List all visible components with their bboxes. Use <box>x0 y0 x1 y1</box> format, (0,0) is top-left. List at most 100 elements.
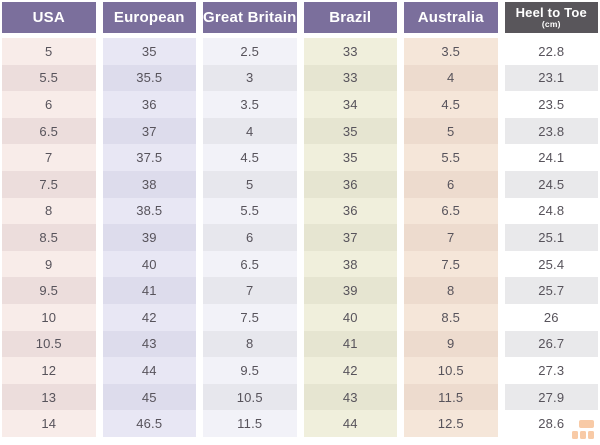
table-cell-usa: 14 <box>2 410 96 437</box>
column-header-brazil: Brazil <box>303 2 397 33</box>
column-header-great-britain: Great Britain <box>203 2 297 33</box>
table-cell-usa: 13 <box>2 383 96 411</box>
table-cell-australia: 7 <box>404 224 498 251</box>
table-cell-brazil: 38 <box>303 250 397 278</box>
watermark-square <box>572 431 578 439</box>
table-body: 5 35 2.5 33 3.5 22.8 5.5 35.5 3 33 4 23.1 6 36 3.5 34 4.… <box>2 38 598 437</box>
table-cell-australia: 5.5 <box>404 144 498 171</box>
table-cell-heel-to-toe: 23.1 <box>504 64 598 92</box>
table-cell-usa: 7.5 <box>2 170 96 198</box>
table-cell-european: 35.5 <box>102 64 196 92</box>
table-cell-european: 43 <box>102 330 196 358</box>
table-cell-usa: 6 <box>2 91 96 118</box>
table-cell-australia: 10.5 <box>404 357 498 384</box>
table-cell-australia: 6 <box>404 170 498 198</box>
column-header-label: Brazil <box>329 8 372 26</box>
table-cell-brazil: 33 <box>303 38 397 65</box>
watermark-square <box>580 431 586 439</box>
table-cell-great-britain: 11.5 <box>203 410 297 437</box>
table-cell-brazil: 35 <box>303 144 397 171</box>
table-cell-brazil: 41 <box>303 330 397 358</box>
table-cell-heel-to-toe: 26 <box>504 303 598 331</box>
column-header-label: USA <box>32 8 65 26</box>
column-header-label: Heel to Toe <box>515 4 587 20</box>
table-cell-european: 38.5 <box>102 197 196 225</box>
table-cell-australia: 6.5 <box>404 197 498 225</box>
column-header-usa: USA <box>2 2 96 33</box>
table-cell-brazil: 33 <box>303 64 397 92</box>
table-cell-usa: 5 <box>2 38 96 65</box>
table-cell-heel-to-toe: 25.4 <box>504 250 598 278</box>
table-cell-heel-to-toe: 25.7 <box>504 277 598 304</box>
table-cell-heel-to-toe: 23.5 <box>504 91 598 118</box>
table-cell-great-britain: 5.5 <box>203 197 297 225</box>
table-cell-heel-to-toe: 24.1 <box>504 144 598 171</box>
table-cell-brazil: 35 <box>303 117 397 145</box>
table-cell-usa: 7 <box>2 144 96 171</box>
table-cell-european: 45 <box>102 383 196 411</box>
table-cell-australia: 8.5 <box>404 303 498 331</box>
table-cell-usa: 6.5 <box>2 117 96 145</box>
table-cell-great-britain: 9.5 <box>203 357 297 384</box>
table-cell-usa: 12 <box>2 357 96 384</box>
table-cell-heel-to-toe: 24.8 <box>504 197 598 225</box>
watermark-square <box>588 431 594 439</box>
table-cell-usa: 8.5 <box>2 224 96 251</box>
table-cell-brazil: 42 <box>303 357 397 384</box>
table-cell-european: 37.5 <box>102 144 196 171</box>
column-header-european: European <box>102 2 196 33</box>
column-header-heel-to-toe: Heel to Toe (cm) <box>504 2 598 33</box>
column-header-australia: Australia <box>404 2 498 33</box>
watermark-bar <box>579 420 594 428</box>
table-cell-australia: 11.5 <box>404 383 498 411</box>
table-cell-australia: 9 <box>404 330 498 358</box>
table-cell-european: 36 <box>102 91 196 118</box>
table-cell-great-britain: 8 <box>203 330 297 358</box>
table-cell-great-britain: 3 <box>203 64 297 92</box>
table-cell-usa: 8 <box>2 197 96 225</box>
table-cell-australia: 3.5 <box>404 38 498 65</box>
table-cell-heel-to-toe: 22.8 <box>504 38 598 65</box>
table-cell-brazil: 44 <box>303 410 397 437</box>
table-cell-great-britain: 6.5 <box>203 250 297 278</box>
table-cell-australia: 12.5 <box>404 410 498 437</box>
table-cell-australia: 5 <box>404 117 498 145</box>
table-cell-brazil: 40 <box>303 303 397 331</box>
column-header-label: Australia <box>417 8 484 26</box>
table-cell-australia: 8 <box>404 277 498 304</box>
table-cell-usa: 5.5 <box>2 64 96 92</box>
table-cell-heel-to-toe: 24.5 <box>504 170 598 198</box>
table-cell-great-britain: 3.5 <box>203 91 297 118</box>
table-cell-heel-to-toe: 27.3 <box>504 357 598 384</box>
table-cell-brazil: 37 <box>303 224 397 251</box>
table-cell-usa: 10 <box>2 303 96 331</box>
table-cell-great-britain: 4 <box>203 117 297 145</box>
table-cell-european: 46.5 <box>102 410 196 437</box>
table-cell-brazil: 43 <box>303 383 397 411</box>
table-cell-australia: 7.5 <box>404 250 498 278</box>
table-cell-european: 35 <box>102 38 196 65</box>
table-cell-usa: 9.5 <box>2 277 96 304</box>
table-cell-heel-to-toe: 27.9 <box>504 383 598 411</box>
table-cell-great-britain: 2.5 <box>203 38 297 65</box>
table-cell-usa: 9 <box>2 250 96 278</box>
table-cell-brazil: 39 <box>303 277 397 304</box>
table-cell-heel-to-toe: 28.6 <box>504 410 598 437</box>
table-cell-great-britain: 7.5 <box>203 303 297 331</box>
table-cell-usa: 10.5 <box>2 330 96 358</box>
table-header-row: USA European Great Britain Brazil Australia H… <box>2 2 598 33</box>
table-cell-great-britain: 7 <box>203 277 297 304</box>
table-cell-brazil: 34 <box>303 91 397 118</box>
table-cell-australia: 4 <box>404 64 498 92</box>
table-cell-european: 38 <box>102 170 196 198</box>
table-cell-heel-to-toe: 25.1 <box>504 224 598 251</box>
table-cell-heel-to-toe: 26.7 <box>504 330 598 358</box>
column-header-label: European <box>113 8 185 26</box>
table-cell-great-britain: 5 <box>203 170 297 198</box>
table-cell-european: 44 <box>102 357 196 384</box>
column-header-label: Great Britain <box>203 8 297 26</box>
table-cell-european: 42 <box>102 303 196 331</box>
table-cell-european: 40 <box>102 250 196 278</box>
table-cell-heel-to-toe: 23.8 <box>504 117 598 145</box>
